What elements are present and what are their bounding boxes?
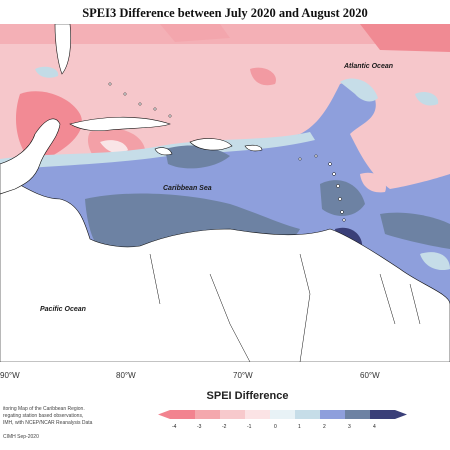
legend-swatch bbox=[245, 410, 270, 419]
legend-tick-label: 0 bbox=[274, 424, 277, 430]
legend-tick-label: -2 bbox=[222, 424, 227, 430]
pacific-ocean-label: Pacific Ocean bbox=[40, 306, 86, 313]
legend-colorbar bbox=[158, 410, 407, 419]
lon-tick-80w: 80°W bbox=[116, 371, 136, 380]
credit-line: regating station based observations, bbox=[3, 413, 84, 419]
legend-swatch bbox=[370, 410, 395, 419]
credit-line: itoring Map of the Caribbean Region. bbox=[3, 406, 85, 412]
cuba-land bbox=[69, 116, 171, 132]
atlantic-ocean-label: Atlantic Ocean bbox=[344, 63, 394, 70]
legend-tick-label: -4 bbox=[172, 424, 177, 430]
legend-swatch bbox=[195, 410, 220, 419]
credit-line: IMH, with NCEP/NCAR Reanalysis Data bbox=[3, 420, 93, 426]
legend-swatch bbox=[170, 410, 195, 419]
legend-extend-arrow bbox=[158, 410, 170, 419]
legend-swatch bbox=[320, 410, 345, 419]
map-title: SPEI3 Difference between July 2020 and A… bbox=[82, 6, 368, 20]
legend-tick-label: 1 bbox=[298, 424, 301, 430]
legend-swatch bbox=[295, 410, 320, 419]
legend-tick-label: 3 bbox=[348, 424, 351, 430]
legend-swatch bbox=[270, 410, 295, 419]
legend-swatch bbox=[220, 410, 245, 419]
legend-tick-label: 2 bbox=[323, 424, 326, 430]
legend-tick-label: 4 bbox=[373, 424, 376, 430]
south-america-land bbox=[0, 173, 450, 362]
legend-extend-arrow bbox=[395, 410, 407, 419]
spei-map bbox=[0, 24, 450, 362]
credit-line: CIMH Sep-2020 bbox=[3, 434, 39, 440]
lon-tick-60w: 60°W bbox=[360, 371, 380, 380]
caribbean-sea-label: Caribbean Sea bbox=[163, 185, 212, 192]
legend-tick-label: -3 bbox=[197, 424, 202, 430]
legend-swatch bbox=[345, 410, 370, 419]
legend-title: SPEI Difference bbox=[206, 390, 289, 402]
legend-tick-label: -1 bbox=[247, 424, 252, 430]
lon-tick-70w: 70°W bbox=[233, 371, 253, 380]
lon-tick-90w: 90°W bbox=[0, 371, 20, 380]
